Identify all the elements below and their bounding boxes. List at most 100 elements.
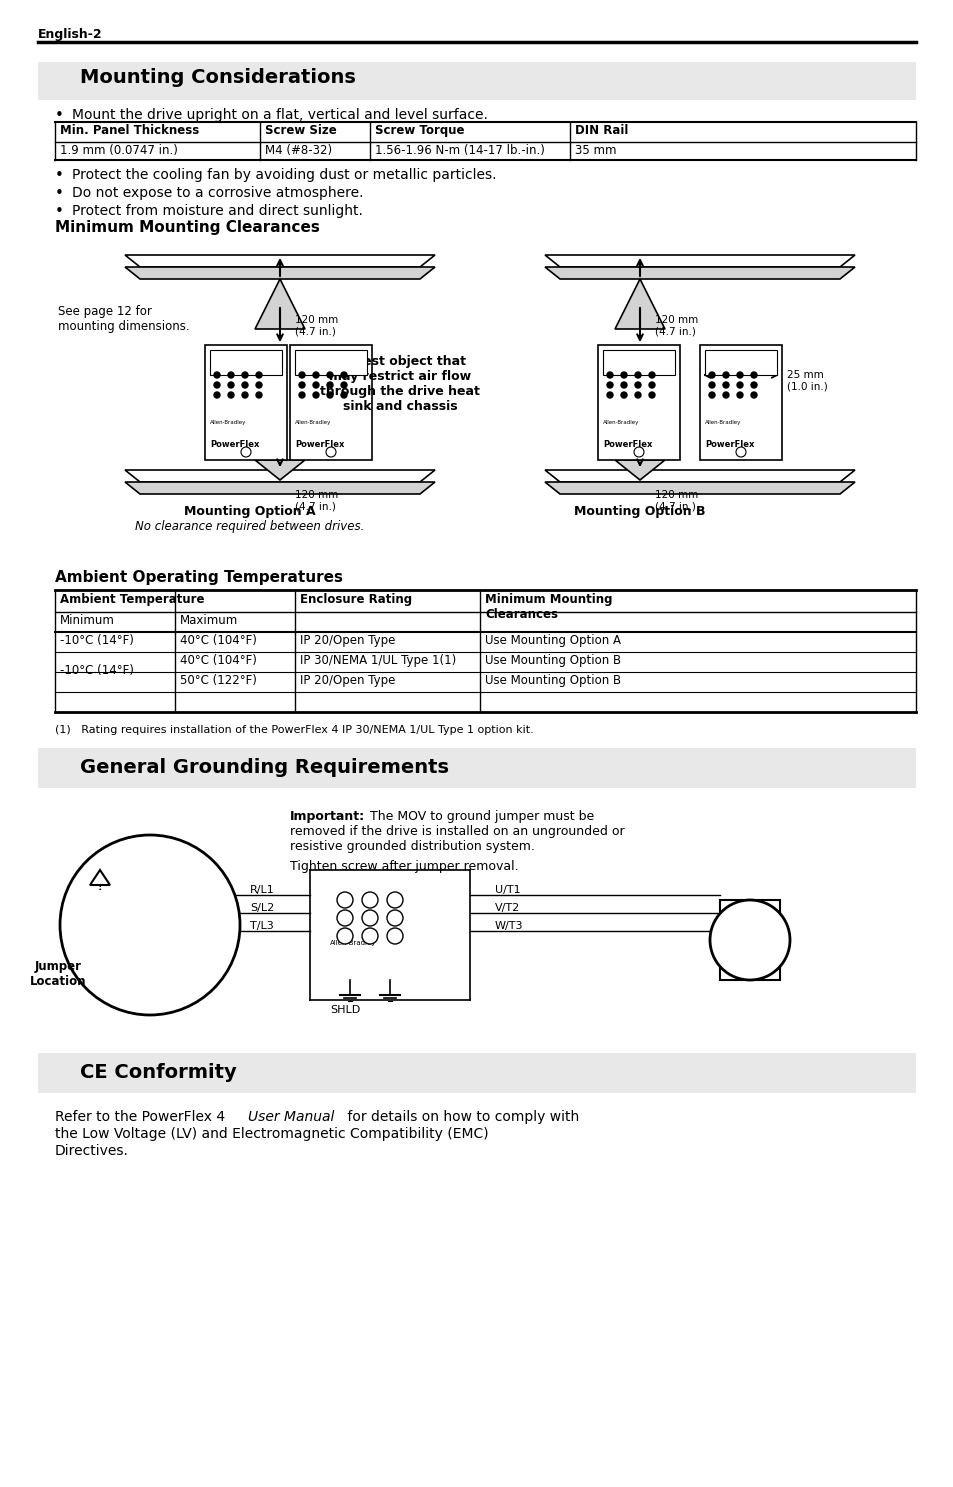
Text: S/L2: S/L2: [250, 903, 274, 913]
Circle shape: [620, 382, 626, 388]
Text: Ambient Temperature: Ambient Temperature: [60, 593, 204, 607]
Text: Closest object that
may restrict air flow
through the drive heat
sink and chassi: Closest object that may restrict air flo…: [319, 355, 479, 413]
Polygon shape: [90, 870, 110, 885]
Circle shape: [620, 393, 626, 399]
Circle shape: [326, 448, 335, 457]
Text: resistive grounded distribution system.: resistive grounded distribution system.: [290, 840, 535, 854]
Text: Use Mounting Option B: Use Mounting Option B: [484, 674, 620, 687]
Text: 120 mm
(4.7 in.): 120 mm (4.7 in.): [294, 315, 338, 336]
Text: English-2: English-2: [38, 28, 103, 42]
Bar: [38, 1053, 915, 1093]
Circle shape: [722, 382, 728, 388]
Polygon shape: [544, 254, 854, 268]
Circle shape: [228, 382, 233, 388]
Text: •: •: [55, 186, 64, 201]
Circle shape: [361, 928, 377, 944]
Circle shape: [336, 928, 353, 944]
Circle shape: [635, 382, 640, 388]
Text: Mount the drive upright on a flat, vertical and level surface.: Mount the drive upright on a flat, verti…: [71, 109, 487, 122]
Circle shape: [737, 372, 742, 378]
Circle shape: [750, 393, 757, 399]
Circle shape: [336, 910, 353, 926]
Bar: [205, 345, 287, 459]
Circle shape: [213, 382, 220, 388]
Circle shape: [387, 928, 402, 944]
Polygon shape: [254, 459, 305, 480]
Polygon shape: [125, 268, 435, 280]
Bar: [210, 349, 282, 375]
Circle shape: [327, 393, 333, 399]
Circle shape: [313, 393, 318, 399]
Bar: [38, 62, 915, 100]
Circle shape: [387, 892, 402, 909]
Polygon shape: [615, 280, 664, 329]
Text: Protect the cooling fan by avoiding dust or metallic particles.: Protect the cooling fan by avoiding dust…: [71, 168, 496, 181]
Circle shape: [313, 372, 318, 378]
Bar: [720, 900, 780, 980]
Circle shape: [635, 393, 640, 399]
Text: the Low Voltage (LV) and Electromagnetic Compatibility (EMC): the Low Voltage (LV) and Electromagnetic…: [55, 1127, 488, 1141]
Text: •: •: [55, 204, 64, 219]
Circle shape: [750, 372, 757, 378]
Bar: [310, 870, 470, 999]
Circle shape: [648, 382, 655, 388]
Text: IP 20/Open Type: IP 20/Open Type: [299, 674, 395, 687]
Bar: [704, 349, 776, 375]
Circle shape: [340, 372, 347, 378]
Text: IP 20/Open Type: IP 20/Open Type: [299, 633, 395, 647]
Circle shape: [298, 372, 305, 378]
Text: Mounting Considerations: Mounting Considerations: [80, 68, 355, 88]
Circle shape: [60, 836, 240, 1016]
Text: for details on how to comply with: for details on how to comply with: [343, 1109, 578, 1124]
Text: •: •: [55, 168, 64, 183]
Circle shape: [737, 382, 742, 388]
Circle shape: [606, 393, 613, 399]
Circle shape: [361, 910, 377, 926]
Circle shape: [340, 382, 347, 388]
Circle shape: [634, 448, 643, 457]
Text: PowerFlex: PowerFlex: [294, 440, 344, 449]
Text: 120 mm
(4.7 in.): 120 mm (4.7 in.): [655, 315, 698, 336]
Circle shape: [708, 382, 714, 388]
Text: 40°C (104°F): 40°C (104°F): [180, 633, 256, 647]
Text: Allen-Bradley: Allen-Bradley: [294, 419, 331, 425]
Text: T/L3: T/L3: [250, 920, 274, 931]
Text: Use Mounting Option B: Use Mounting Option B: [484, 654, 620, 668]
Circle shape: [298, 382, 305, 388]
Text: Allen-Bradley: Allen-Bradley: [602, 419, 639, 425]
Text: IP 30/NEMA 1/UL Type 1(1): IP 30/NEMA 1/UL Type 1(1): [299, 654, 456, 668]
Text: Use Mounting Option A: Use Mounting Option A: [484, 633, 620, 647]
Text: CE Conformity: CE Conformity: [80, 1063, 236, 1083]
Bar: [38, 748, 915, 788]
Text: (1)   Rating requires installation of the PowerFlex 4 IP 30/NEMA 1/UL Type 1 opt: (1) Rating requires installation of the …: [55, 726, 533, 735]
Circle shape: [708, 372, 714, 378]
Circle shape: [620, 372, 626, 378]
Text: 1.9 mm (0.0747 in.): 1.9 mm (0.0747 in.): [60, 144, 177, 158]
Polygon shape: [254, 280, 305, 329]
Polygon shape: [125, 482, 435, 494]
Circle shape: [606, 372, 613, 378]
Text: Allen-Bradley: Allen-Bradley: [210, 419, 246, 425]
Text: Ambient Operating Temperatures: Ambient Operating Temperatures: [55, 570, 343, 584]
Text: SHLD: SHLD: [330, 1005, 359, 1016]
Circle shape: [327, 372, 333, 378]
Text: 40°C (104°F): 40°C (104°F): [180, 654, 256, 668]
Text: PowerFlex: PowerFlex: [704, 440, 754, 449]
Text: 25 mm
(1.0 in.): 25 mm (1.0 in.): [786, 370, 827, 391]
Text: Tighten screw after jumper removal.: Tighten screw after jumper removal.: [290, 859, 518, 873]
Polygon shape: [544, 482, 854, 494]
Bar: [294, 349, 367, 375]
Text: User Manual: User Manual: [248, 1109, 334, 1124]
Text: 1.56-1.96 N-m (14-17 lb.-in.): 1.56-1.96 N-m (14-17 lb.-in.): [375, 144, 544, 158]
Text: Protect from moisture and direct sunlight.: Protect from moisture and direct sunligh…: [71, 204, 362, 219]
Text: 50°C (122°F): 50°C (122°F): [180, 674, 256, 687]
Circle shape: [635, 372, 640, 378]
Text: Allen-Bradley: Allen-Bradley: [704, 419, 740, 425]
Circle shape: [228, 393, 233, 399]
Text: W/T3: W/T3: [495, 920, 523, 931]
Circle shape: [242, 382, 248, 388]
Bar: [602, 349, 675, 375]
Polygon shape: [544, 470, 854, 482]
Circle shape: [387, 910, 402, 926]
Circle shape: [313, 382, 318, 388]
